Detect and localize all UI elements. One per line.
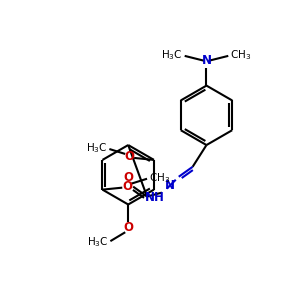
Text: O: O [123, 171, 133, 184]
Text: H$_3$C: H$_3$C [86, 141, 107, 155]
Text: N: N [202, 54, 212, 67]
Text: H$_3$C: H$_3$C [161, 48, 183, 62]
Text: O: O [122, 180, 132, 193]
Text: CH$_3$: CH$_3$ [149, 171, 170, 184]
Text: NH: NH [145, 190, 165, 204]
Text: N: N [165, 179, 175, 192]
Text: O: O [124, 150, 134, 164]
Text: O: O [123, 221, 133, 234]
Text: H$_3$C: H$_3$C [87, 235, 108, 249]
Text: CH$_3$: CH$_3$ [230, 48, 251, 62]
